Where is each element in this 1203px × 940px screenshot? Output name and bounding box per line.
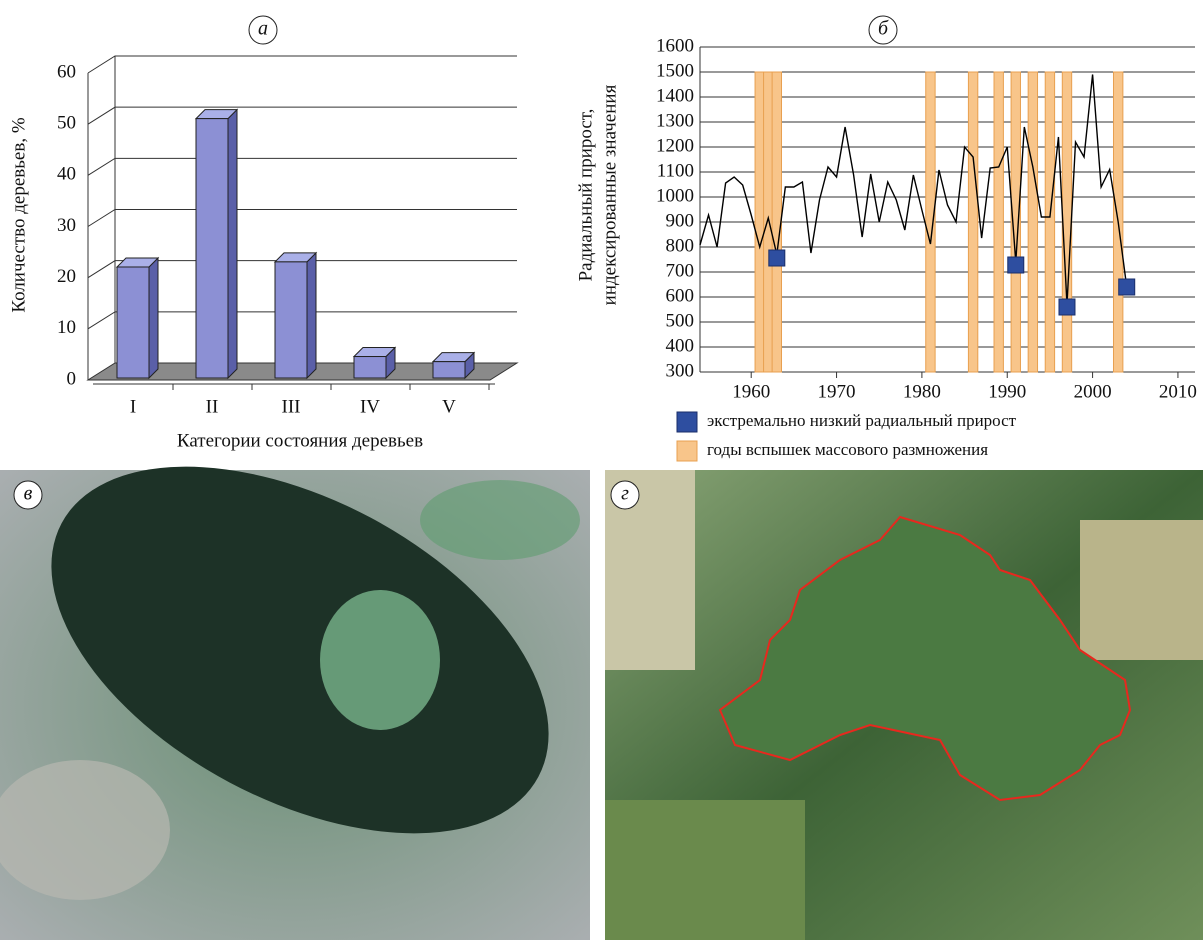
- outbreak-band: [925, 71, 936, 373]
- legend-label: экстремально низкий радиальный прирост: [707, 411, 1017, 430]
- marker: [1007, 256, 1025, 274]
- bar: [195, 118, 229, 379]
- y-tick-label: 60: [57, 61, 76, 82]
- outbreak-band: [754, 71, 765, 373]
- y-tick-label: 600: [666, 285, 695, 306]
- y-tick-label: 30: [57, 215, 76, 236]
- y-tick-label: 1100: [657, 160, 694, 181]
- marker: [768, 249, 786, 267]
- marker: [1118, 278, 1136, 296]
- bar: [274, 261, 308, 379]
- y-tick-label: 40: [57, 164, 76, 185]
- panel-label: г: [621, 483, 629, 505]
- outbreak-band: [993, 71, 1004, 373]
- outbreak-band: [771, 71, 783, 373]
- grid-line: [87, 157, 517, 176]
- y-tick-label: 1300: [656, 110, 694, 131]
- marker: [1058, 298, 1076, 316]
- x-tick-label: V: [442, 396, 456, 417]
- y-axis-label: Количество деревьев, %: [8, 117, 29, 312]
- x-tick-label: III: [282, 396, 301, 417]
- outbreak-band: [763, 71, 774, 373]
- x-tick-label: IV: [360, 396, 380, 417]
- grid-line: [87, 209, 517, 227]
- outbreak-band: [1010, 71, 1021, 373]
- y-tick-label: 900: [666, 210, 695, 231]
- image-left: [0, 466, 590, 940]
- panel-label: в: [24, 483, 33, 505]
- y-tick-label: 400: [666, 335, 695, 356]
- panel-label: а: [258, 18, 268, 40]
- y-tick-label: 50: [57, 113, 76, 134]
- y-tick-label: 10: [57, 317, 76, 338]
- outbreak-band: [1061, 71, 1073, 373]
- y-tick-label: 300: [666, 360, 695, 381]
- y-tick-label: 1400: [656, 85, 694, 106]
- x-tick-label: 1960: [732, 381, 770, 402]
- x-tick-label: 2000: [1074, 381, 1112, 402]
- y-tick-label: 1600: [656, 35, 694, 56]
- x-tick-label: 2010: [1159, 381, 1197, 402]
- line: [699, 74, 1128, 305]
- outbreak-band: [967, 71, 979, 373]
- outbreak-band: [1027, 71, 1039, 373]
- bar: [432, 361, 466, 379]
- y-axis-label: Радиальный прирост,: [575, 109, 596, 282]
- grid-line: [87, 55, 517, 74]
- x-axis-label: Категории состояния деревьев: [177, 430, 423, 451]
- grid-line: [87, 311, 517, 330]
- y-tick-label: 1200: [656, 135, 694, 156]
- x-tick-label: II: [206, 396, 219, 417]
- grid-line: [87, 106, 517, 125]
- outbreak-band: [1044, 71, 1056, 373]
- panel-label: б: [878, 18, 889, 40]
- grid-line: [87, 260, 517, 279]
- bar: [353, 356, 387, 379]
- bar-side: [227, 108, 238, 380]
- legend-swatch: [676, 411, 698, 433]
- y-tick-label: 20: [57, 266, 76, 287]
- y-tick-label: 1000: [656, 185, 694, 206]
- legend-label: годы вспышек массового размножения: [707, 440, 988, 459]
- y-tick-label: 500: [666, 310, 695, 331]
- y-tick-label: 1500: [656, 60, 694, 81]
- y-axis-label: индексированные значения: [599, 84, 620, 305]
- x-tick-label: 1990: [988, 381, 1026, 402]
- bar: [116, 266, 150, 379]
- image-right: [605, 470, 1203, 940]
- panel-circle: [248, 15, 278, 45]
- y-tick-label: 800: [666, 235, 695, 256]
- x-tick-label: 1980: [903, 381, 941, 402]
- y-tick-label: 700: [666, 260, 695, 281]
- x-tick-label: 1970: [818, 381, 856, 402]
- legend-swatch: [676, 440, 698, 462]
- y-tick-label: 0: [67, 368, 77, 389]
- x-tick-label: I: [130, 396, 136, 417]
- bar-side: [306, 251, 317, 380]
- image-labels: в г: [13, 480, 640, 510]
- panel-circle: [868, 15, 898, 45]
- bar-side: [148, 256, 159, 380]
